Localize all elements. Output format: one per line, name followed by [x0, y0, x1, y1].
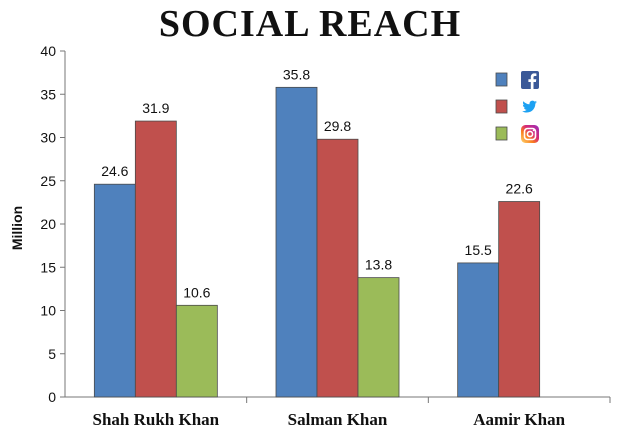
- bar: [93, 183, 136, 398]
- legend-swatch: [495, 126, 508, 141]
- y-tick-label: 5: [48, 346, 56, 362]
- data-label: 15.5: [465, 242, 492, 258]
- x-tick-label: Salman Khan: [288, 410, 388, 429]
- bar: [316, 138, 359, 398]
- twitter-icon: [522, 100, 537, 113]
- data-label: 29.8: [324, 118, 351, 134]
- facebook-icon: [521, 71, 539, 89]
- data-label: 35.8: [283, 66, 310, 82]
- data-label: 22.6: [506, 181, 533, 197]
- bar: [498, 201, 541, 398]
- x-tick-label: Aamir Khan: [473, 410, 565, 429]
- data-label: 13.8: [365, 257, 392, 273]
- legend-swatch: [495, 72, 508, 87]
- bar: [134, 120, 177, 398]
- y-tick-label: 10: [40, 303, 56, 319]
- bar: [275, 86, 318, 398]
- legend-swatch: [495, 99, 508, 114]
- bar: [357, 277, 400, 398]
- y-tick-label: 35: [40, 86, 56, 102]
- y-tick-label: 20: [40, 216, 56, 232]
- legend: [495, 71, 539, 143]
- y-tick-label: 0: [48, 389, 56, 405]
- data-labels: 24.6 31.9 10.6 35.8 29.8 13.8 15.5 22.6: [101, 66, 533, 300]
- x-tick-label: Shah Rukh Khan: [93, 410, 220, 429]
- bar: [457, 262, 500, 398]
- data-label: 24.6: [101, 163, 128, 179]
- y-tick-label: 25: [40, 173, 56, 189]
- instagram-icon: [521, 125, 539, 143]
- bars: [93, 86, 541, 398]
- y-tick-label: 40: [40, 43, 56, 59]
- data-label: 10.6: [183, 284, 210, 300]
- y-tick-label: 30: [40, 130, 56, 146]
- y-tick-label: 15: [40, 259, 56, 275]
- chart-title: SOCIAL REACH: [158, 3, 462, 45]
- data-label: 31.9: [142, 100, 169, 116]
- y-axis-label: Million: [9, 206, 25, 250]
- bar: [175, 304, 218, 398]
